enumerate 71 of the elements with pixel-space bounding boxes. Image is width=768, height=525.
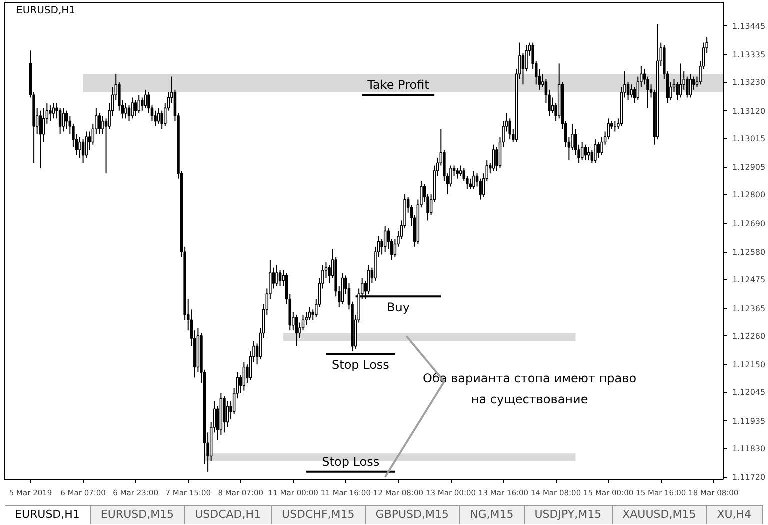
candlestick [278,270,282,287]
candlestick [128,105,131,122]
y-tick-label: 1.11935 [732,416,766,426]
text: NG,M15 [460,506,525,524]
candlestick [134,100,138,117]
candlestick [676,82,679,101]
candlestick [679,63,682,98]
y-tick-label: 1.12045 [732,388,766,398]
chart-title: EURUSD,H1 [16,6,76,16]
y-tick-label: 1.12475 [732,276,766,285]
candlestick [138,94,140,114]
y-tick-label: 1.13335 [732,50,766,60]
text: XU,H4 [707,506,763,524]
y-tick-label: 1.12260 [732,332,766,341]
candlestick [78,136,82,158]
candlestick [588,146,590,162]
candlestick [472,170,476,190]
candlestick [226,400,230,428]
text: USDJPY,M15 [524,506,613,524]
candlestick [469,178,472,190]
ref-line-label: Stop Loss [332,358,390,372]
y-tick-label: 1.13015 [732,134,766,144]
y-tick-label: 1.13120 [732,106,766,116]
candlestick [52,102,56,120]
y-tick-label: 1.12800 [732,190,766,200]
candlestick [600,136,604,156]
candlestick [689,74,692,98]
candlestick [144,89,148,109]
y-tick-label: 1.12365 [732,304,766,314]
candlestick [131,97,134,120]
ref-line-label: Take Profit [366,78,430,92]
y-tick-label: 1.13445 [732,22,766,31]
candlestick [459,165,462,177]
candlestick [341,272,344,305]
y-tick-label: 1.11830 [732,444,766,454]
text: XAUUSD,M15 [612,506,708,524]
candlestick [456,168,459,180]
candlestick [551,97,554,114]
y-tick-label: 1.13230 [732,78,766,88]
candlestick [49,105,52,122]
text: USDCAD,H1 [185,506,272,524]
y-tick-label: 1.11720 [732,473,766,482]
text: EURUSD,H1 [5,506,91,524]
candlestick [124,102,128,120]
ref-line-label: Buy [387,300,410,315]
candlestick [39,110,42,169]
candlestick [98,112,102,135]
candlestick [492,144,496,172]
candlestick [584,144,587,162]
candlestick [630,84,633,98]
y-tick-label: 1.12580 [732,248,766,258]
text: EURUSD,M15 [90,506,186,524]
candlestick [62,108,65,132]
candlestick [242,362,246,392]
candlestick [580,142,584,162]
candlestick [141,97,144,112]
text: GBPUSD,M15 [366,506,460,524]
candlestick [157,108,160,124]
candlestick [597,142,600,158]
candlestick [594,139,597,164]
candlestick [522,52,525,86]
candlestick [276,264,278,287]
y-tick-label: 1.12150 [732,360,766,370]
candlestick [295,314,298,347]
ref-line-label: Stop Loss [322,454,380,469]
candlestick [223,396,226,434]
candlestick [384,225,387,253]
y-tick-label: 1.12690 [732,219,766,228]
candlestick [160,110,164,130]
y-tick-label: 1.12905 [732,163,766,172]
text: USDCHF,M15 [272,506,366,524]
